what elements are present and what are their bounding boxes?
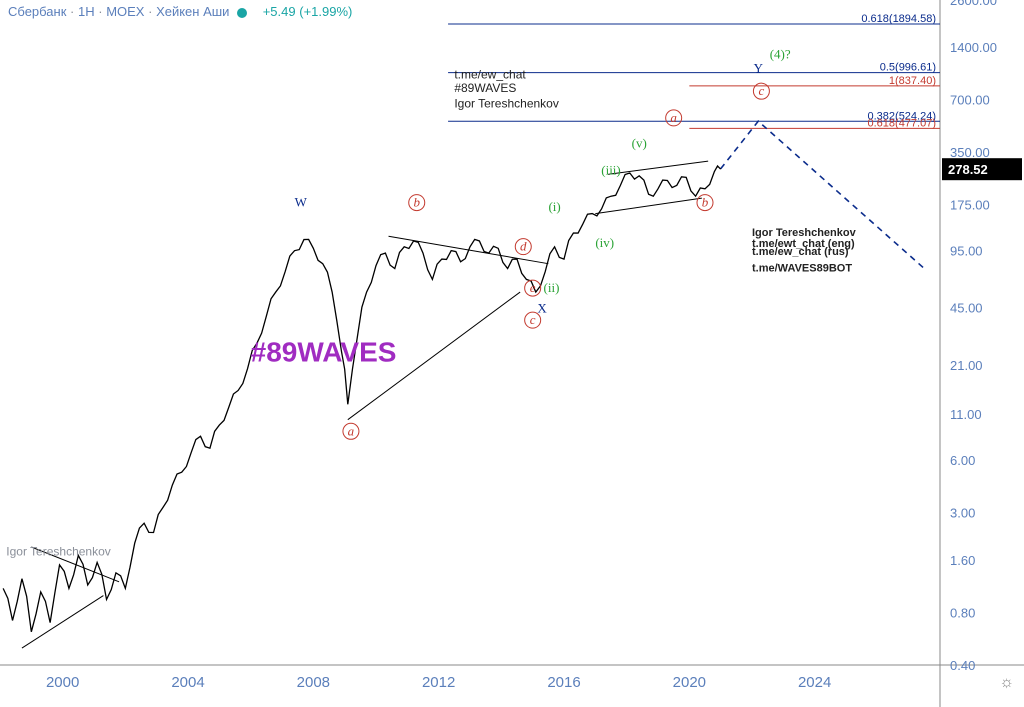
wave-label: Y (754, 60, 764, 75)
x-tick-label: 2008 (297, 674, 330, 691)
y-tick-label: 175.00 (950, 197, 990, 212)
chart-note: t.me/ew_chat (rus) (752, 246, 849, 258)
chart-note: t.me/ew_chat (454, 68, 526, 82)
fib-label: 1(837.40) (889, 75, 936, 87)
y-tick-label: 6.00 (950, 453, 975, 468)
y-tick-label: 1.60 (950, 553, 975, 568)
x-tick-label: 2020 (673, 674, 706, 691)
y-tick-label: 2600.00 (950, 0, 997, 8)
wave-label: X (537, 300, 547, 315)
wave-label: (v) (632, 136, 647, 151)
trendline (595, 198, 702, 213)
wave-label: b (413, 195, 420, 210)
wave-label: W (295, 195, 308, 210)
y-tick-label: 1400.00 (950, 40, 997, 55)
chart-note: Igor Tereshchenkov (454, 96, 559, 110)
x-tick-label: 2012 (422, 674, 455, 691)
wave-label: c (530, 312, 536, 327)
x-tick-label: 2024 (798, 674, 831, 691)
trendline (608, 161, 708, 174)
wave-label: b (702, 195, 709, 210)
y-tick-label: 700.00 (950, 92, 990, 107)
wave-label: (ii) (544, 280, 560, 295)
wave-label: (i) (548, 199, 560, 214)
watermark: Igor Tereshchenkov (6, 544, 111, 558)
fib-label: 0.5(996.61) (880, 62, 936, 74)
wave-label: (4)? (770, 47, 791, 62)
fib-label: 0.618(1894.58) (861, 13, 936, 25)
brand-tag: #89WAVES (251, 336, 397, 367)
fib-label: 0.618(477.07) (868, 117, 937, 129)
wave-label: e (530, 280, 536, 295)
wave-label: c (759, 83, 765, 98)
price-chart[interactable]: 2600.00 1400.00 700.00 350.00 278.52 175.00 95… (0, 0, 1024, 707)
wave-label: a (348, 423, 355, 438)
y-tick-label: 21.00 (950, 358, 983, 373)
y-tick-label: 0.40 (950, 658, 975, 673)
y-tick-label: 45.00 (950, 300, 983, 315)
chart-note: #89WAVES (454, 81, 516, 95)
y-tick-label: 95.00 (950, 244, 983, 259)
x-tick-label: 2004 (171, 674, 204, 691)
x-tick-label: 2016 (547, 674, 580, 691)
y-tick-label: 0.80 (950, 605, 975, 620)
wave-label: (iii) (601, 162, 621, 177)
y-tick-label: 350.00 (950, 145, 990, 160)
y-tick-label: 3.00 (950, 505, 975, 520)
chart-note: t.me/WAVES89BOT (752, 263, 852, 275)
current-price-label: 278.52 (948, 162, 988, 177)
wave-label: (iv) (595, 235, 614, 250)
wave-label: d (520, 239, 527, 254)
y-tick-label: 11.00 (950, 407, 982, 422)
wave-label: a (670, 110, 677, 125)
gear-icon[interactable]: ☼ (999, 674, 1014, 692)
x-tick-label: 2000 (46, 674, 79, 691)
